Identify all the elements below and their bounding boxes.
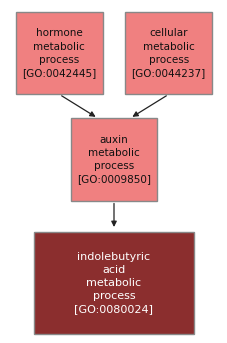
- FancyBboxPatch shape: [16, 12, 102, 94]
- Text: hormone
metabolic
process
[GO:0042445]: hormone metabolic process [GO:0042445]: [22, 28, 96, 78]
- FancyBboxPatch shape: [125, 12, 211, 94]
- Text: indolebutyric
acid
metabolic
process
[GO:0080024]: indolebutyric acid metabolic process [GO…: [74, 251, 153, 315]
- Text: auxin
metabolic
process
[GO:0009850]: auxin metabolic process [GO:0009850]: [77, 135, 150, 184]
- FancyBboxPatch shape: [34, 232, 193, 334]
- FancyBboxPatch shape: [70, 118, 157, 201]
- Text: cellular
metabolic
process
[GO:0044237]: cellular metabolic process [GO:0044237]: [131, 28, 205, 78]
